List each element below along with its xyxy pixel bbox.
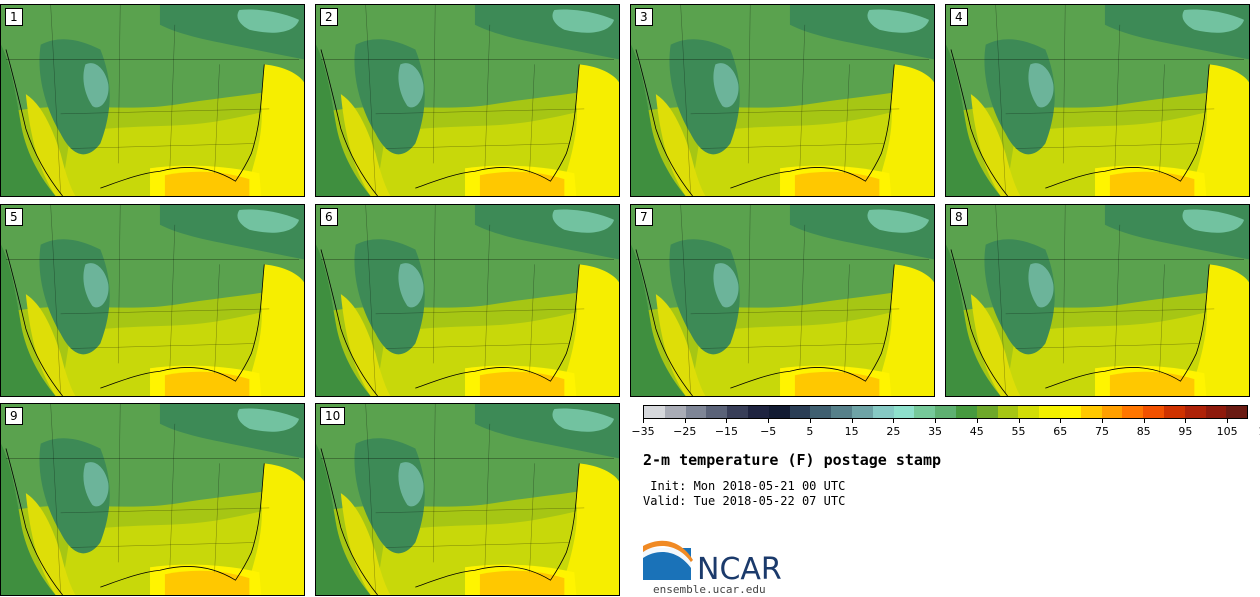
colorbar-tick-mark — [1101, 419, 1103, 423]
panel-number: 7 — [635, 208, 653, 226]
colorbar-tick-label: 45 — [969, 425, 984, 438]
colorbar-tick-mark — [1185, 419, 1187, 423]
colorbar-segment — [976, 406, 998, 418]
colorbar-segment — [935, 406, 956, 418]
colorbar-ticks: −35 −25 −15 −5 5 15 25 35 45 55 65 75 85 95 105 115 — [631, 419, 1260, 441]
colorbar-tick-mark — [768, 419, 770, 423]
colorbar-segment — [1101, 406, 1123, 418]
colorbar-tick-label: 55 — [1011, 425, 1026, 438]
colorbar-segment — [893, 406, 915, 418]
colorbar-segment — [1205, 406, 1227, 418]
colorbar-tick-label: 65 — [1053, 425, 1068, 438]
colorbar-tick-label: −5 — [760, 425, 777, 438]
page-title: 2-m temperature (F) postage stamp — [643, 451, 942, 469]
panel-number: 10 — [320, 407, 346, 425]
colorbar-segment — [1039, 406, 1060, 418]
colorbar-tick-label: 25 — [886, 425, 901, 438]
colorbar-tick-mark — [1060, 419, 1062, 423]
colorbar-tick-label: −15 — [714, 425, 739, 438]
temperature-colorbar — [643, 405, 1248, 419]
map-panel: 10 — [315, 403, 620, 596]
colorbar-tick-label: 15 — [844, 425, 859, 438]
colorbar-segment — [1143, 406, 1164, 418]
map-panel: 2 — [315, 4, 620, 197]
colorbar-tick-mark — [851, 419, 853, 423]
colorbar-segment — [706, 406, 728, 418]
colorbar-tick-label: 5 — [806, 425, 814, 438]
panel-number: 5 — [5, 208, 23, 226]
colorbar-tick-label: −25 — [673, 425, 697, 438]
colorbar-tick-mark — [643, 419, 644, 423]
map-panel: 6 — [315, 204, 620, 397]
map-panel: 5 — [0, 204, 305, 397]
colorbar-segment — [997, 406, 1019, 418]
colorbar-segment — [747, 406, 769, 418]
colorbar-segment — [955, 406, 977, 418]
colorbar-tick-label: 115 — [1258, 425, 1260, 438]
colorbar-tick-label: 35 — [928, 425, 943, 438]
panel-number: 9 — [5, 407, 23, 425]
map-panel: 9 — [0, 403, 305, 596]
colorbar-segment — [1184, 406, 1206, 418]
colorbar-tick-label: 85 — [1136, 425, 1151, 438]
colorbar-tick-mark — [935, 419, 937, 423]
colorbar-segment — [851, 406, 873, 418]
colorbar-segment — [1163, 406, 1185, 418]
logo-orange-swoosh-icon — [643, 540, 693, 562]
colorbar-segment — [685, 406, 707, 418]
colorbar-segment — [727, 406, 748, 418]
logo-text: NCAR — [697, 552, 782, 586]
panel-number: 4 — [950, 8, 968, 26]
panel-number: 6 — [320, 208, 338, 226]
ncar-logo: NCAR — [643, 540, 782, 586]
colorbar-segment — [1018, 406, 1040, 418]
colorbar-segment — [1080, 406, 1102, 418]
colorbar-segment — [810, 406, 832, 418]
map-panel: 3 — [630, 4, 935, 197]
colorbar-segment — [789, 406, 811, 418]
colorbar-tick-mark — [1143, 419, 1145, 423]
colorbar-segment — [831, 406, 852, 418]
init-time: Init: Mon 2018-05-21 00 UTC — [643, 479, 846, 493]
colorbar-segment — [768, 406, 790, 418]
panel-number: 3 — [635, 8, 653, 26]
panel-number: 1 — [5, 8, 23, 26]
panel-number: 8 — [950, 208, 968, 226]
colorbar-tick-label: −35 — [631, 425, 655, 438]
map-panel: 8 — [945, 204, 1250, 397]
colorbar-tick-mark — [684, 419, 686, 423]
colorbar-tick-mark — [809, 419, 811, 423]
map-panel: 7 — [630, 204, 935, 397]
colorbar-segment — [664, 406, 686, 418]
panel-number: 2 — [320, 8, 338, 26]
colorbar-tick-mark — [976, 419, 978, 423]
colorbar-tick-mark — [1227, 419, 1229, 423]
colorbar-segment — [1226, 406, 1248, 418]
map-panel: 4 — [945, 4, 1250, 197]
colorbar-segment — [1059, 406, 1081, 418]
colorbar-tick-mark — [726, 419, 728, 423]
ensemble-url: ensemble.ucar.edu — [653, 583, 766, 596]
colorbar-segment — [644, 406, 665, 418]
colorbar-tick-mark — [893, 419, 895, 423]
colorbar-segment — [1122, 406, 1144, 418]
colorbar-tick-label: 105 — [1216, 425, 1238, 438]
colorbar-tick-label: 75 — [1094, 425, 1109, 438]
valid-time: Valid: Tue 2018-05-22 07 UTC — [643, 494, 846, 508]
colorbar-segment — [914, 406, 936, 418]
colorbar-tick-mark — [1018, 419, 1020, 423]
colorbar-tick-label: 95 — [1178, 425, 1193, 438]
map-panel: 1 — [0, 4, 305, 197]
colorbar-segment — [872, 406, 894, 418]
